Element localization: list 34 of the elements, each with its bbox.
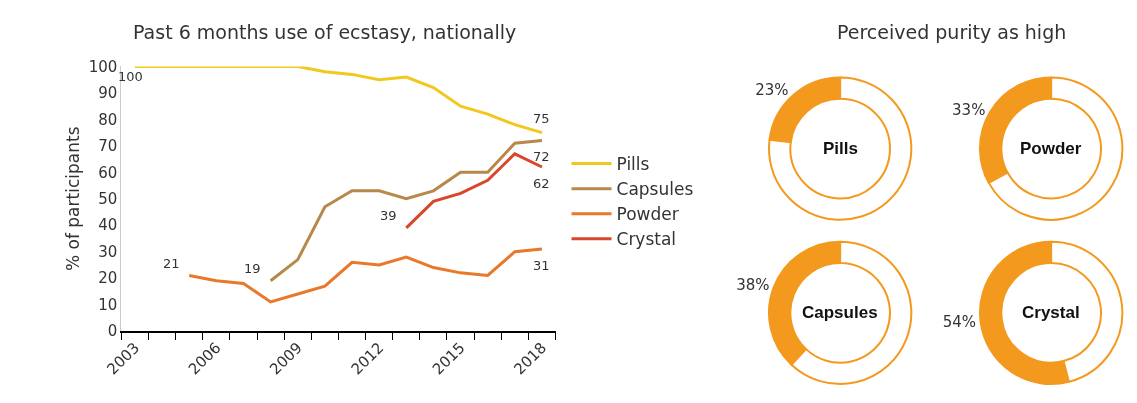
y-tick-label: 90 bbox=[98, 84, 118, 103]
y-axis-title: % of participants bbox=[63, 126, 84, 272]
y-tick-label: 50 bbox=[98, 190, 118, 209]
text: Crystal bbox=[1022, 303, 1080, 322]
y-tick-label: 20 bbox=[98, 269, 118, 288]
data-label: 21 bbox=[163, 256, 180, 271]
data-label: 31 bbox=[533, 258, 550, 273]
data-label: 75 bbox=[533, 111, 550, 126]
y-tick-label: 0 bbox=[107, 322, 118, 341]
legend-label: Powder bbox=[616, 204, 679, 225]
data-label: 100 bbox=[118, 69, 143, 84]
data-label: 72 bbox=[533, 149, 550, 164]
text: Powder bbox=[1020, 139, 1082, 158]
y-tick-label: 80 bbox=[98, 110, 118, 129]
data-label: 19 bbox=[244, 261, 261, 276]
data-label: 62 bbox=[533, 176, 550, 191]
y-tick-label: 10 bbox=[98, 295, 118, 314]
text: Pills bbox=[823, 139, 858, 158]
y-tick-label: 40 bbox=[98, 216, 118, 235]
legend-label: Capsules bbox=[616, 179, 694, 200]
legend-label: Crystal bbox=[616, 229, 677, 250]
data-label: 38% bbox=[736, 276, 770, 295]
chart-title: Past 6 months use of ecstasy, nationally bbox=[133, 21, 517, 43]
y-tick-label: 100 bbox=[88, 57, 118, 76]
y-tick-label: 70 bbox=[98, 137, 118, 156]
text: Perceived purity as high bbox=[837, 21, 1067, 43]
data-label: 33% bbox=[952, 101, 986, 120]
data-label: 23% bbox=[755, 81, 789, 100]
data-label: 39 bbox=[380, 208, 397, 223]
legend-label: Pills bbox=[616, 154, 650, 175]
y-tick-label: 60 bbox=[98, 163, 118, 182]
data-label: 54% bbox=[942, 312, 977, 331]
text: Capsules bbox=[802, 303, 878, 322]
y-tick-label: 30 bbox=[98, 242, 118, 261]
